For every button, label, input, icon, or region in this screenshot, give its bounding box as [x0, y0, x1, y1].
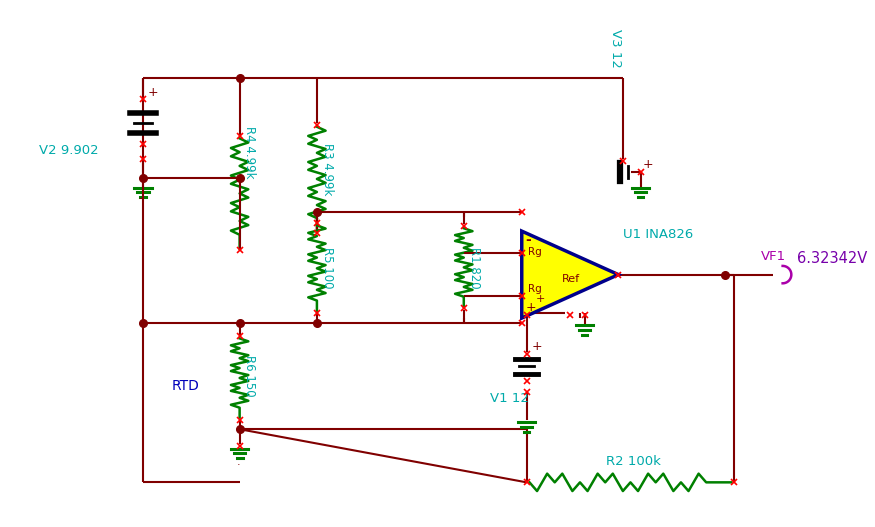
- Text: R5 100: R5 100: [321, 247, 333, 288]
- Text: -: -: [526, 233, 531, 247]
- Polygon shape: [522, 231, 619, 318]
- Text: +: +: [642, 158, 653, 171]
- Text: Rg: Rg: [528, 284, 542, 294]
- Text: R3 4.99k: R3 4.99k: [321, 143, 333, 196]
- Text: V2 9.902: V2 9.902: [38, 144, 98, 157]
- Text: +: +: [148, 86, 158, 99]
- Text: R2 100k: R2 100k: [606, 455, 662, 468]
- Text: 6.32342V: 6.32342V: [797, 251, 867, 266]
- Text: U1 INA826: U1 INA826: [623, 228, 694, 241]
- Text: Ref: Ref: [563, 275, 580, 285]
- Text: R1 820: R1 820: [467, 247, 480, 288]
- Text: VF1: VF1: [761, 250, 787, 263]
- Text: V3 12: V3 12: [609, 29, 622, 68]
- Text: V1 12: V1 12: [490, 392, 528, 405]
- Text: +: +: [526, 301, 536, 314]
- Text: .: .: [237, 457, 241, 467]
- Text: +: +: [536, 294, 544, 304]
- Text: RTD: RTD: [172, 379, 200, 393]
- Text: R6 150: R6 150: [243, 355, 256, 397]
- Text: R4 4.99k: R4 4.99k: [243, 126, 256, 179]
- Text: +: +: [531, 340, 542, 353]
- Text: -: -: [138, 192, 143, 205]
- Text: Rg: Rg: [528, 247, 542, 257]
